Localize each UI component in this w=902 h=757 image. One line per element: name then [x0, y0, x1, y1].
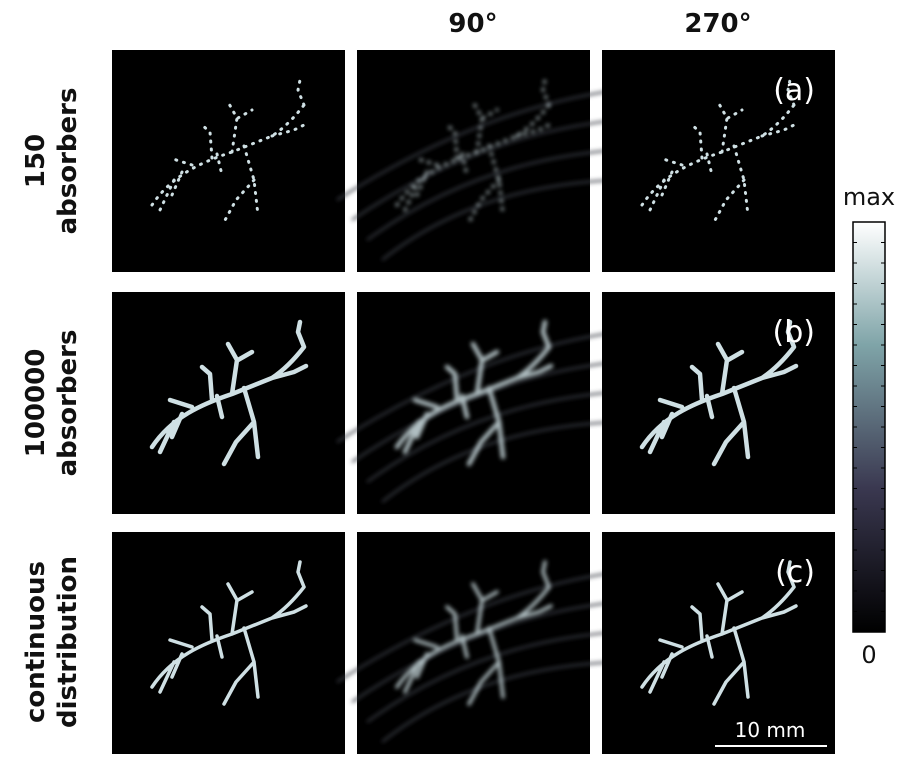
row-label: absorbers — [53, 88, 83, 235]
panel-bg — [357, 292, 590, 514]
colorbar-min: 0 — [861, 641, 876, 669]
row-label: 100000 — [21, 349, 51, 458]
panel — [337, 532, 617, 754]
panel-label: (b) — [773, 315, 815, 350]
panel-bg — [357, 532, 590, 754]
panel-label: (c) — [775, 555, 815, 590]
row-label: continuous — [21, 561, 51, 723]
column-header: 90° — [448, 9, 497, 39]
panel — [337, 50, 617, 272]
panel: (a) — [602, 50, 835, 272]
row-label: 150 — [21, 134, 51, 188]
panel: (b) — [602, 292, 835, 514]
panel-label: (a) — [773, 73, 815, 108]
figure: (a)(b)(c) 90° 270° 150 absorbers 100000 … — [0, 0, 902, 757]
row-label: distribution — [53, 556, 83, 728]
colorbar — [853, 222, 885, 632]
panels: (a) (b) (c) — [112, 50, 835, 754]
panel-bg — [357, 50, 590, 272]
panel-bg — [112, 50, 345, 272]
column-header: 270° — [684, 9, 751, 39]
panel — [112, 50, 345, 272]
scale-bar-label: 10 mm — [735, 718, 806, 742]
panel — [112, 292, 345, 514]
panel — [337, 292, 617, 514]
row-label: absorbers — [53, 330, 83, 477]
panel-bg — [112, 292, 345, 514]
panel-bg — [112, 532, 345, 754]
colorbar-max: max — [843, 183, 895, 211]
panel — [112, 532, 345, 754]
